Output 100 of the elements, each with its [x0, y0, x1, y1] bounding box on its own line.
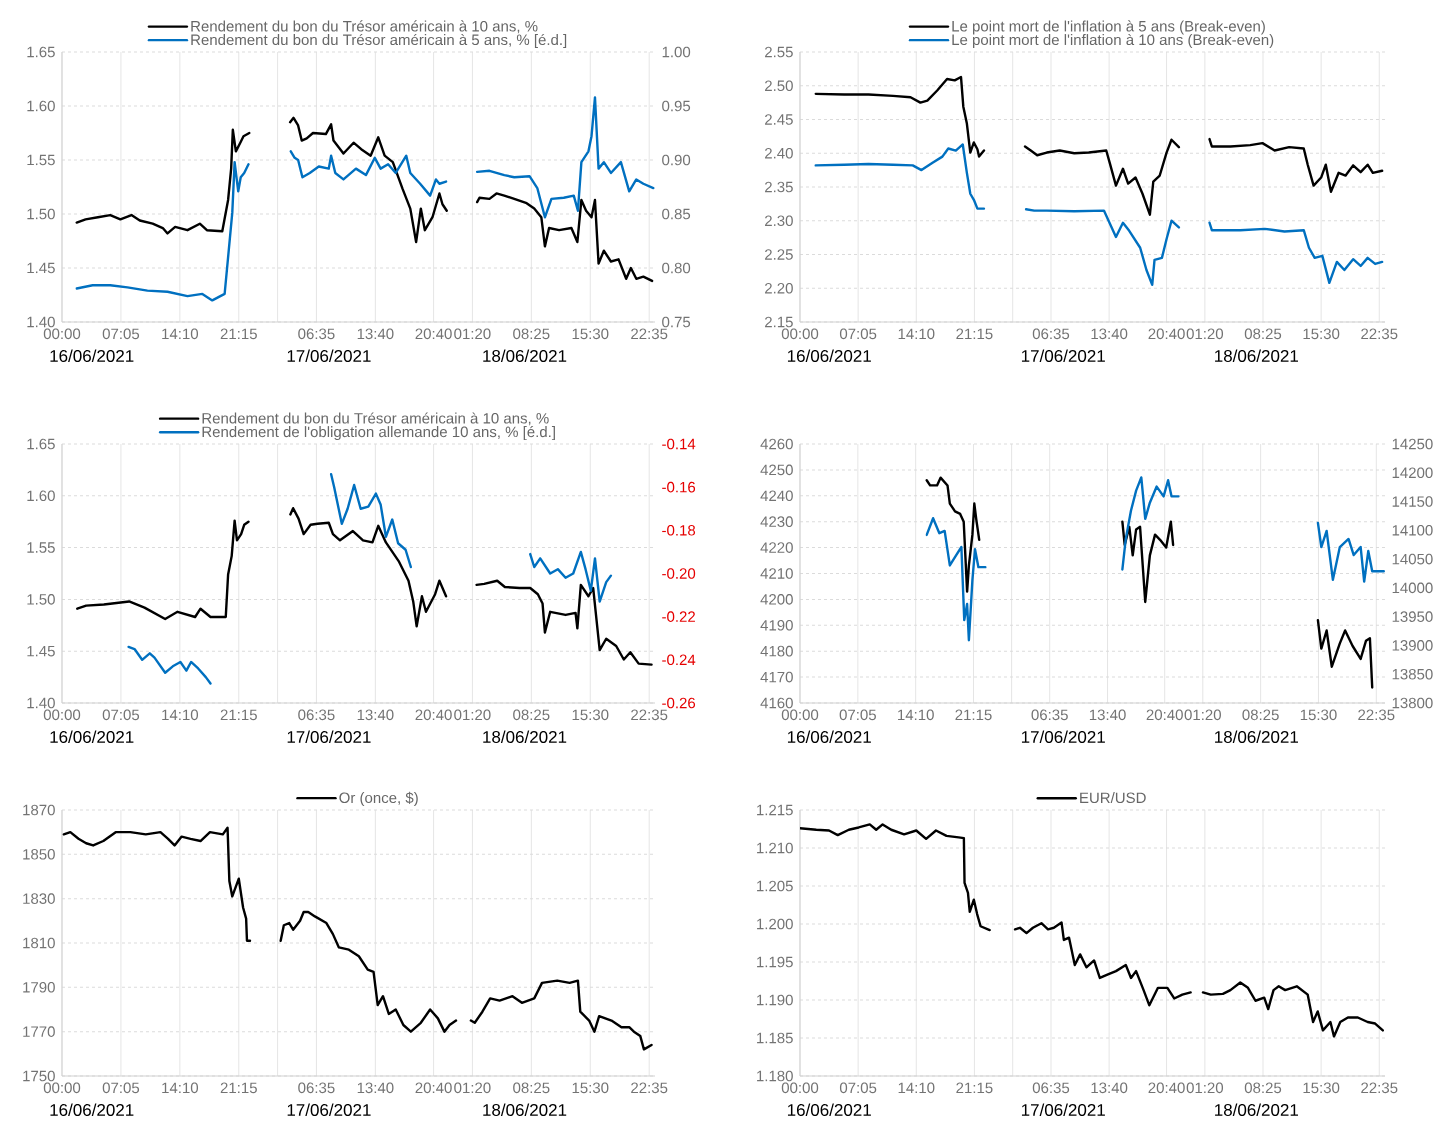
x-tick-label: 20:40: [1146, 709, 1183, 721]
y2-tick-label: 14100: [1392, 525, 1433, 536]
x-tick-label: 21:15: [955, 709, 992, 721]
y-tick-label: 4200: [760, 594, 793, 605]
legend-label: Le point mort de l'inflation à 5 ans (Break-even): [952, 20, 1265, 35]
x-tick-label: 01:20: [1184, 709, 1221, 721]
x-tick-label: 06:35: [298, 709, 335, 721]
legend-label: Rendement de l'obligation allemande 10 ans, % [é.d.]: [202, 425, 555, 441]
x-tick-label: 06:35: [1032, 1082, 1070, 1094]
x-tick-label: 01:20: [1186, 328, 1224, 340]
x-tick-label: 22:35: [1361, 1082, 1398, 1094]
x-tick-label: 08:25: [513, 1082, 550, 1094]
y-tick-label: 1.65: [27, 46, 55, 58]
x-tick-label: 01:20: [454, 709, 491, 721]
text: 17/06/2021: [1021, 1103, 1105, 1117]
text: 17/06/2021: [1021, 349, 1105, 363]
x-tick-label: 21:15: [220, 1082, 257, 1094]
x-tick-label: 15:30: [572, 709, 609, 721]
x-tick-label: 14:10: [898, 709, 934, 721]
y2-tick-label: 1.00: [662, 46, 691, 58]
x-tick-label: 01:20: [454, 1082, 491, 1094]
y-tick-label: 4210: [760, 568, 793, 579]
text: 18/06/2021: [483, 1103, 567, 1117]
x-tick-label: 00:00: [781, 709, 819, 721]
x-tick-label: 00:00: [43, 1082, 81, 1094]
x-tick-label: 07:05: [102, 328, 140, 340]
y-tick-label: 1.55: [27, 542, 55, 553]
y-tick-label: 1.210: [757, 842, 793, 854]
y-tick-label: 4230: [760, 516, 793, 527]
y2-tick-label: -0.14: [662, 438, 696, 450]
y-tick-label: 1.45: [27, 262, 55, 274]
x-tick-label: 01:20: [454, 328, 491, 340]
y2-tick-label: 14150: [1392, 496, 1433, 507]
y-tick-label: 4240: [760, 490, 793, 502]
x-tick-label: 08:25: [1242, 709, 1279, 721]
y-tick-label: 1.45: [27, 645, 55, 657]
text: 17/06/2021: [287, 349, 371, 363]
x-tick-label: 08:25: [513, 328, 550, 340]
y2-tick-label: -0.18: [662, 525, 696, 536]
y-tick-label: 1.55: [27, 154, 55, 166]
x-tick-label: 22:35: [631, 1082, 668, 1094]
y-tick-label: 2.20: [765, 282, 793, 294]
text: 17/06/2021: [1021, 730, 1105, 744]
x-tick-label: 21:15: [220, 709, 257, 721]
y2-tick-label: -0.24: [662, 654, 696, 666]
x-tick-label: 14:10: [898, 1082, 935, 1094]
x-tick-label: 13:40: [357, 328, 394, 340]
text: 16/06/2021: [787, 1103, 871, 1117]
y2-tick-label: -0.16: [662, 481, 696, 493]
y-tick-label: 1.60: [27, 100, 55, 112]
y-tick-label: 4190: [760, 619, 793, 631]
y2-tick-label: -0.22: [662, 611, 695, 622]
legend-label: Rendement du bon du Trésor américain à 5 ans, % [é.d.]: [191, 33, 567, 49]
y-tick-label: 1790: [23, 982, 55, 993]
y-tick-label: 2.50: [765, 80, 793, 92]
x-tick-label: 20:40: [1148, 1082, 1185, 1094]
x-tick-label: 20:40: [415, 1082, 452, 1094]
y-tick-label: 1.50: [27, 208, 55, 220]
x-tick-label: 14:10: [162, 709, 199, 721]
y-tick-label: 1.60: [27, 490, 55, 502]
y2-tick-label: 0.95: [662, 100, 691, 112]
y2-tick-label: -0.26: [662, 697, 696, 709]
legend-label: EUR/USD: [1080, 792, 1146, 804]
x-tick-label: 14:10: [162, 328, 199, 340]
text: 16/06/2021: [50, 1103, 134, 1117]
text: 17/06/2021: [287, 730, 371, 744]
x-tick-label: 00:00: [781, 1082, 819, 1094]
x-tick-label: 08:25: [1244, 1082, 1282, 1094]
x-tick-label: 00:00: [781, 328, 819, 340]
text: 18/06/2021: [483, 349, 567, 363]
y-tick-label: 4170: [760, 671, 793, 683]
y2-tick-label: -0.20: [662, 568, 696, 579]
x-tick-label: 13:40: [1091, 1082, 1128, 1094]
text: 18/06/2021: [1215, 349, 1299, 363]
text: 17/06/2021: [287, 1103, 371, 1117]
x-tick-label: 08:25: [1244, 328, 1282, 340]
x-tick-label: 13:40: [1091, 328, 1128, 340]
x-tick-label: 07:05: [102, 709, 140, 721]
x-tick-label: 06:35: [1031, 709, 1068, 721]
y-tick-label: 1.205: [757, 880, 793, 892]
y-tick-label: 2.15: [765, 316, 793, 328]
text: 16/06/2021: [787, 349, 871, 363]
y2-tick-label: 0.80: [662, 262, 691, 274]
y-tick-label: 1870: [23, 804, 55, 816]
text: 16/06/2021: [787, 730, 871, 744]
x-tick-label: 20:40: [1148, 328, 1185, 340]
y2-tick-label: 14250: [1392, 438, 1433, 450]
x-tick-label: 07:05: [839, 709, 876, 721]
x-tick-label: 13:40: [357, 1082, 394, 1094]
y-tick-label: 1.65: [27, 438, 55, 450]
legend-label: Rendement du bon du Trésor américain à 10 ans, %: [202, 412, 549, 426]
x-tick-label: 13:40: [1089, 709, 1126, 721]
x-tick-label: 15:30: [572, 1082, 609, 1094]
x-tick-label: 14:10: [162, 1082, 199, 1094]
x-tick-label: 01:20: [1186, 1082, 1224, 1094]
y2-tick-label: 0.75: [662, 316, 691, 328]
legend-label: Rendement du bon du Trésor américain à 10 ans, %: [191, 20, 538, 34]
y2-tick-label: 14050: [1392, 553, 1433, 565]
y2-tick-label: 13850: [1392, 668, 1433, 680]
y-tick-label: 1.200: [757, 918, 793, 930]
